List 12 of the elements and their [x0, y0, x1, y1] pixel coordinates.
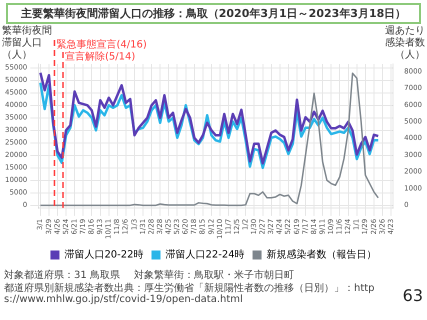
legend-label: 滞留人口20-22時	[64, 248, 144, 261]
ref-line-label: 緊急事態宣言(4/16)	[56, 38, 147, 51]
text: 対象都道府県：31 鳥取県	[4, 270, 120, 281]
chart-title: 主要繁華街夜間滞留人口の推移：鳥取（2020年3月1日～2023年3月18日）	[6, 3, 421, 24]
legend-label: 滞留人口22-24時	[166, 248, 245, 261]
ref-line-label: 宣言解除(5/14)	[65, 50, 136, 63]
legend-label: 新規感染者数（報告日）	[266, 248, 377, 261]
y-axis-title: 繁華街夜間滞留人口（人）	[2, 24, 52, 61]
text: 都道府県別新規感染者数出典：厚生労働省「新規陽性者数の推移（日別）」：https://www.mhlw.go.jp/stf/covid-19/open-data.html	[4, 283, 376, 305]
y2-axis-title: 週あたり感染者数（人）	[385, 26, 425, 61]
text: 63	[402, 286, 423, 305]
text: 対象繁華街：鳥取駅・米子市朝日町	[134, 270, 294, 281]
